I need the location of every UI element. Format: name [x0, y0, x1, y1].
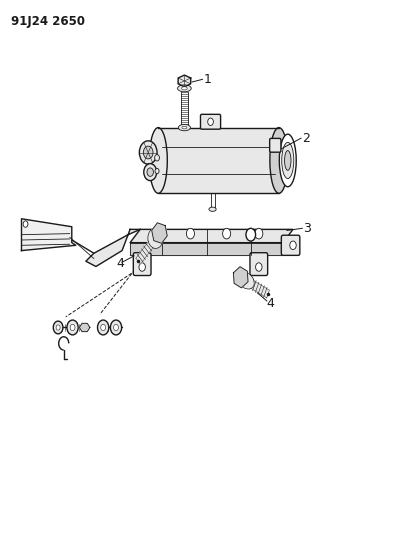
FancyBboxPatch shape	[281, 235, 300, 255]
Circle shape	[114, 324, 118, 330]
Polygon shape	[86, 229, 140, 266]
Circle shape	[147, 168, 153, 176]
Ellipse shape	[279, 134, 296, 187]
Polygon shape	[152, 223, 167, 244]
Text: 3: 3	[303, 222, 311, 235]
Circle shape	[101, 324, 106, 330]
Ellipse shape	[270, 127, 288, 193]
Circle shape	[186, 228, 194, 239]
Circle shape	[98, 320, 109, 335]
Circle shape	[67, 320, 78, 335]
Ellipse shape	[209, 207, 216, 212]
Ellipse shape	[181, 87, 187, 90]
FancyBboxPatch shape	[200, 114, 221, 129]
Ellipse shape	[149, 127, 167, 193]
Text: 1: 1	[203, 73, 211, 86]
Circle shape	[56, 325, 60, 330]
Ellipse shape	[282, 142, 294, 179]
Circle shape	[246, 228, 256, 241]
Polygon shape	[239, 273, 269, 298]
Ellipse shape	[285, 151, 291, 171]
Ellipse shape	[178, 124, 190, 131]
FancyBboxPatch shape	[133, 253, 151, 276]
Text: 4: 4	[116, 257, 124, 270]
Text: 4: 4	[267, 297, 275, 310]
Ellipse shape	[177, 85, 191, 92]
Circle shape	[139, 263, 145, 271]
Polygon shape	[136, 230, 162, 264]
Circle shape	[290, 241, 296, 249]
Polygon shape	[233, 266, 248, 288]
Circle shape	[155, 155, 160, 161]
Polygon shape	[178, 75, 191, 87]
Circle shape	[139, 141, 157, 164]
Circle shape	[144, 164, 157, 181]
Text: 2: 2	[302, 132, 310, 144]
Circle shape	[255, 228, 263, 239]
FancyBboxPatch shape	[250, 253, 268, 276]
Ellipse shape	[148, 228, 163, 248]
Circle shape	[23, 221, 28, 227]
Circle shape	[223, 228, 231, 239]
Polygon shape	[79, 324, 90, 332]
Circle shape	[256, 263, 262, 271]
Circle shape	[208, 118, 213, 125]
Ellipse shape	[237, 272, 254, 289]
Circle shape	[143, 146, 153, 159]
Polygon shape	[158, 127, 279, 193]
Circle shape	[155, 168, 159, 174]
Polygon shape	[21, 219, 76, 251]
Circle shape	[111, 320, 122, 335]
Polygon shape	[130, 243, 283, 255]
Ellipse shape	[182, 126, 187, 129]
Circle shape	[154, 228, 162, 239]
Text: 91J24 2650: 91J24 2650	[11, 14, 85, 28]
Polygon shape	[130, 229, 293, 243]
Circle shape	[70, 324, 75, 330]
FancyBboxPatch shape	[270, 139, 281, 152]
Circle shape	[53, 321, 63, 334]
